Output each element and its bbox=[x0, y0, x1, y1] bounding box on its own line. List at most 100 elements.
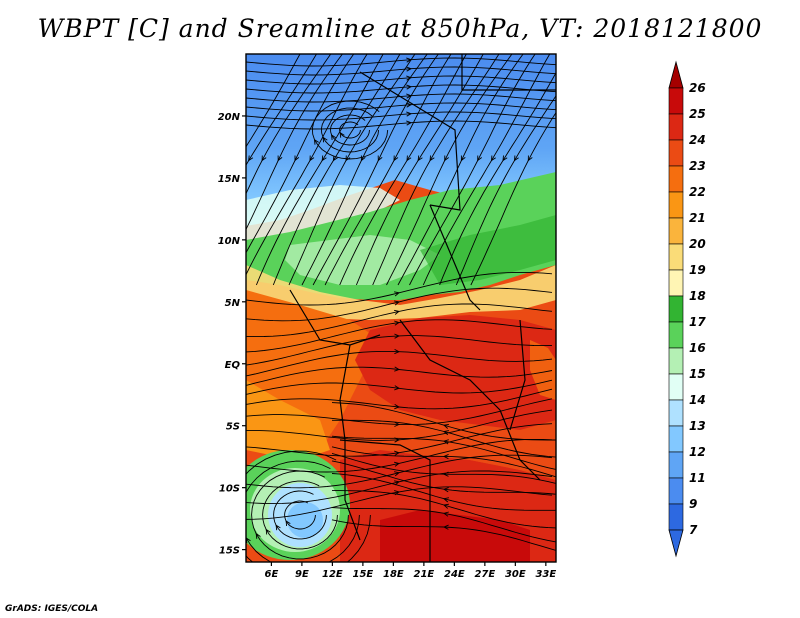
streamline-arrow bbox=[442, 471, 449, 477]
colorbar-label: 18 bbox=[689, 289, 706, 303]
colorbar-label: 12 bbox=[689, 445, 706, 459]
colorbar-label: 24 bbox=[689, 133, 706, 147]
streamline-arrow bbox=[285, 520, 291, 527]
streamline-arrow bbox=[442, 511, 449, 517]
streamline-arrow bbox=[406, 102, 413, 108]
streamline-arrow bbox=[406, 66, 413, 72]
colorbar-swatch bbox=[668, 113, 684, 141]
colorbar-top-arrow bbox=[668, 60, 684, 89]
streamline-arrow bbox=[527, 155, 533, 162]
map-frame bbox=[245, 53, 557, 563]
streamline-arrow bbox=[237, 156, 241, 161]
streamline bbox=[246, 54, 301, 148]
streamline-arrow bbox=[309, 155, 315, 162]
streamline bbox=[246, 460, 360, 562]
streamline-arrow bbox=[394, 366, 401, 372]
streamline-arrow bbox=[442, 423, 449, 429]
colorbar-swatch bbox=[668, 451, 684, 479]
lon-tick-label: 15E bbox=[353, 569, 374, 580]
streamline-arrow bbox=[513, 155, 519, 162]
lon-tick-label: 27E bbox=[474, 569, 495, 580]
lon-tick-label: 9E bbox=[295, 569, 309, 580]
streamline-arrow bbox=[490, 155, 496, 162]
colorbar-swatch bbox=[668, 191, 684, 219]
colorbar-swatch bbox=[668, 425, 684, 453]
colorbar-swatch bbox=[668, 87, 684, 115]
streamline-arrow bbox=[406, 75, 413, 81]
streamline-arrow bbox=[460, 155, 466, 162]
colorbar-swatch bbox=[668, 373, 684, 401]
lat-tick-label: 10N bbox=[218, 236, 241, 247]
streamline-arrow bbox=[444, 155, 449, 162]
streamline-arrow bbox=[294, 155, 300, 162]
lat-tick-label: 20N bbox=[218, 112, 241, 123]
streamline-arrow bbox=[394, 320, 401, 326]
field-lightgreen bbox=[285, 235, 440, 285]
streamline-arrow bbox=[322, 136, 328, 143]
streamline-arrow bbox=[277, 155, 283, 162]
streamline-arrow bbox=[394, 421, 401, 427]
field-yellow-band bbox=[246, 265, 556, 320]
field-darkred-south bbox=[380, 510, 530, 562]
colorbar-swatch bbox=[668, 139, 684, 167]
lat-tick-label: EQ bbox=[225, 360, 241, 371]
lon-tick-label: 21E bbox=[413, 569, 434, 580]
field-darkgreen bbox=[420, 215, 556, 285]
streamline-arrow bbox=[394, 291, 401, 297]
colorbar-label: 14 bbox=[689, 393, 706, 407]
streamline-arrow bbox=[248, 155, 254, 162]
colorbar-label: 13 bbox=[689, 419, 706, 433]
colorbar-swatch bbox=[668, 217, 684, 245]
lon-tick-label: 33E bbox=[535, 569, 556, 580]
colorbar-label: 22 bbox=[689, 185, 706, 199]
streamline-arrow bbox=[275, 524, 281, 531]
lon-tick-label: 12E bbox=[322, 569, 343, 580]
colorbar-swatch bbox=[668, 295, 684, 323]
colorbar-swatch bbox=[668, 269, 684, 297]
colorbar-swatch bbox=[668, 321, 684, 349]
colorbar-label: 21 bbox=[689, 211, 706, 225]
streamline-arrow bbox=[261, 155, 267, 162]
chart-title: WBPT [C] and Sreamline at 850hPa, VT: 20… bbox=[37, 14, 763, 43]
streamline-arrow bbox=[394, 404, 401, 410]
streamline-arrow bbox=[394, 300, 401, 306]
lon-tick-label: 6E bbox=[265, 569, 279, 580]
streamline-arrow bbox=[394, 480, 401, 486]
streamline-arrow bbox=[255, 532, 261, 539]
colorbar-label: 19 bbox=[689, 263, 706, 277]
colorbar-label: 11 bbox=[689, 471, 706, 485]
colorbar-label: 9 bbox=[689, 497, 697, 511]
streamline-arrow bbox=[442, 453, 449, 460]
streamline-arrow bbox=[313, 138, 319, 145]
streamline-arrow bbox=[331, 134, 337, 141]
colorbar-label: 23 bbox=[689, 159, 706, 173]
streamline-arrow bbox=[339, 131, 345, 138]
streamline-arrow bbox=[442, 487, 449, 493]
streamline-arrow bbox=[406, 57, 413, 63]
field-lightorange-west bbox=[246, 380, 330, 460]
longitude-axis: 6E 9E 12E 15E 18E 21E 24E 27E 30E 33E bbox=[265, 562, 556, 580]
streamline-arrow bbox=[443, 503, 449, 509]
streamline-arrow bbox=[394, 471, 401, 477]
lon-tick-label: 30E bbox=[505, 569, 526, 580]
streamline-arrow bbox=[394, 385, 401, 391]
streamlines bbox=[237, 54, 556, 562]
streamline-arrow bbox=[394, 450, 401, 456]
lat-tick-label: 5N bbox=[225, 298, 241, 309]
streamline-arrow bbox=[442, 524, 449, 530]
streamline-arrow bbox=[477, 155, 482, 162]
streamline-arrow bbox=[406, 84, 413, 90]
streamline bbox=[284, 500, 316, 530]
colorbar-label: 17 bbox=[689, 315, 706, 329]
streamline-arrow bbox=[394, 349, 401, 355]
streamline-arrow bbox=[377, 155, 383, 162]
lon-tick-label: 24E bbox=[444, 569, 465, 580]
streamline-arrow bbox=[406, 111, 413, 117]
field-cyan-band bbox=[246, 185, 400, 245]
streamline-arrow bbox=[429, 155, 435, 162]
streamline-arrow bbox=[443, 497, 449, 503]
lat-tick-label: 10S bbox=[219, 484, 240, 495]
streamline bbox=[251, 470, 349, 560]
streamline-arrow bbox=[417, 155, 423, 162]
